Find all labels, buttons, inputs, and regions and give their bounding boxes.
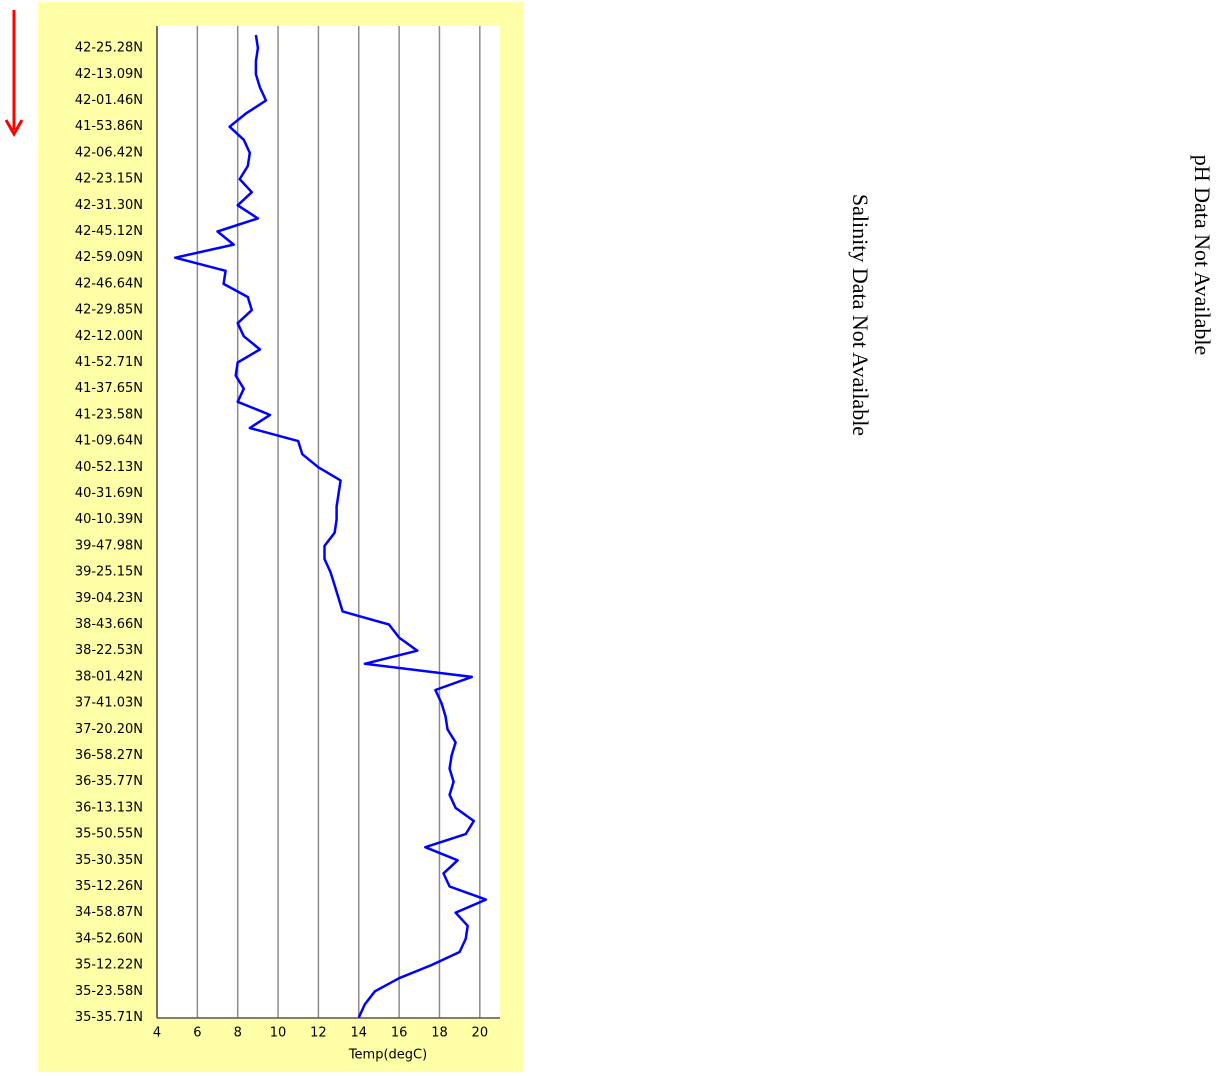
x-tick-label: 6 <box>193 1026 201 1041</box>
y-tick-label: 42-59.09N <box>75 250 143 265</box>
y-tick-label: 34-58.87N <box>75 905 143 920</box>
y-tick-label: 38-22.53N <box>75 643 143 658</box>
y-tick-label: 34-52.60N <box>75 931 143 946</box>
y-tick-label: 35-35.71N <box>75 1010 143 1025</box>
annotation: Salinity Data Not Available <box>848 194 873 436</box>
y-tick-label: 42-12.00N <box>75 329 143 344</box>
y-tick-label: 35-12.22N <box>75 958 143 973</box>
y-tick-label: 42-23.15N <box>75 172 143 187</box>
y-tick-label: 39-04.23N <box>75 591 143 606</box>
x-tick-label: 4 <box>153 1026 161 1041</box>
y-tick-label: 42-25.28N <box>75 41 143 56</box>
plot-area <box>157 26 500 1018</box>
y-tick-label: 42-31.30N <box>75 198 143 213</box>
x-axis-label: Temp(degC) <box>348 1048 427 1063</box>
y-tick-label: 42-06.42N <box>75 145 143 160</box>
y-tick-label: 35-23.58N <box>75 984 143 999</box>
x-tick-label: 16 <box>391 1026 408 1041</box>
y-tick-label: 40-31.69N <box>75 486 143 501</box>
arrow-head <box>4 119 24 138</box>
y-tick-label: 40-10.39N <box>75 512 143 527</box>
y-tick-label: 41-23.58N <box>75 407 143 422</box>
y-tick-label: 39-47.98N <box>75 538 143 553</box>
y-tick-label: 41-37.65N <box>75 381 143 396</box>
y-tick-label: 37-20.20N <box>75 722 143 737</box>
x-tick-label: 12 <box>310 1026 327 1041</box>
y-tick-label: 41-09.64N <box>75 434 143 449</box>
y-tick-label: 36-13.13N <box>75 800 143 815</box>
y-tick-label: 37-41.03N <box>75 696 143 711</box>
x-tick-label: 20 <box>472 1026 489 1041</box>
y-tick-label: 35-12.26N <box>75 879 143 894</box>
y-tick-label: 38-43.66N <box>75 617 143 632</box>
y-tick-label: 42-29.85N <box>75 303 143 318</box>
x-tick-label: 8 <box>234 1026 242 1041</box>
y-tick-label: 41-53.86N <box>75 119 143 134</box>
y-tick-label: 41-52.71N <box>75 355 143 370</box>
y-tick-label: 42-13.09N <box>75 67 143 82</box>
x-tick-label: 10 <box>270 1026 287 1041</box>
y-tick-label: 39-25.15N <box>75 565 143 580</box>
y-tick-label: 42-01.46N <box>75 93 143 108</box>
y-tick-label: 35-30.35N <box>75 853 143 868</box>
y-tick-label: 38-01.42N <box>75 669 143 684</box>
y-tick-label: 36-58.27N <box>75 748 143 763</box>
y-tick-label: 42-46.64N <box>75 276 143 291</box>
y-tick-label: 42-45.12N <box>75 224 143 239</box>
y-tick-label: 36-35.77N <box>75 774 143 789</box>
data-line <box>173 34 488 1019</box>
y-tick-label: 35-50.55N <box>75 827 143 842</box>
y-tick-label: 40-52.13N <box>75 460 143 475</box>
annotation: pH Data Not Available <box>1190 155 1215 356</box>
x-tick-label: 14 <box>350 1026 367 1041</box>
x-tick-label: 18 <box>431 1026 448 1041</box>
